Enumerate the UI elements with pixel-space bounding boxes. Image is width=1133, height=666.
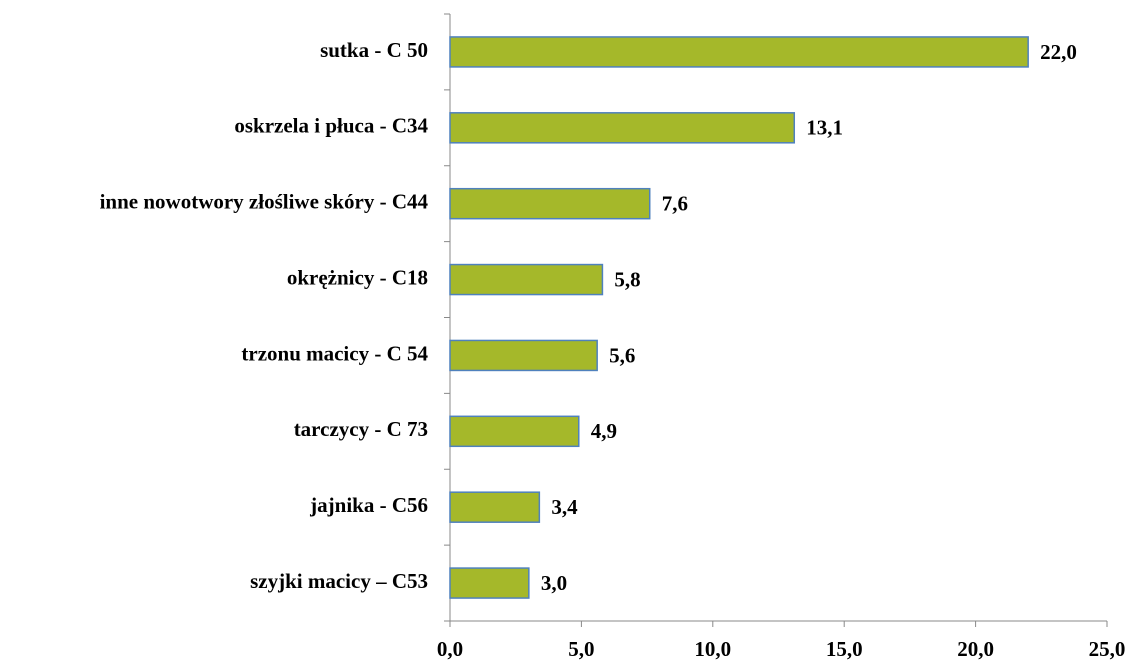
y-tick-label: okrężnicy - C18 <box>287 265 428 289</box>
bar <box>449 415 580 448</box>
x-tick-label: 10,0 <box>694 637 731 661</box>
bar <box>449 263 604 296</box>
value-label: 5,6 <box>609 343 635 367</box>
x-tick-label: 20,0 <box>957 637 994 661</box>
bar <box>449 187 651 220</box>
value-label: 5,8 <box>614 267 640 291</box>
y-tick-label: jajnika - C56 <box>309 493 428 517</box>
x-tick-label: 5,0 <box>568 637 594 661</box>
value-label: 13,1 <box>806 116 843 140</box>
y-tick-label: oskrzela i płuca - C34 <box>234 114 428 138</box>
bar <box>449 339 598 372</box>
y-tick-label: sutka - C 50 <box>320 38 428 62</box>
y-tick-label: trzonu macicy - C 54 <box>241 341 428 365</box>
bar <box>449 36 1029 68</box>
value-label: 3,4 <box>551 495 578 519</box>
x-tick-label: 25,0 <box>1089 637 1126 661</box>
value-label: 3,0 <box>541 571 567 595</box>
x-tick-label: 0,0 <box>437 637 463 661</box>
value-label: 7,6 <box>662 192 688 216</box>
y-tick-label: szyjki macicy – C53 <box>250 569 428 593</box>
x-tick-label: 15,0 <box>826 637 863 661</box>
y-tick-label: inne nowotwory złośliwe skóry - C44 <box>100 190 429 214</box>
bar <box>449 567 530 599</box>
value-label: 4,9 <box>591 419 617 443</box>
bar <box>449 112 796 144</box>
y-tick-label: tarczycy - C 73 <box>294 417 428 441</box>
value-label: 22,0 <box>1040 40 1077 64</box>
bar <box>449 491 541 523</box>
